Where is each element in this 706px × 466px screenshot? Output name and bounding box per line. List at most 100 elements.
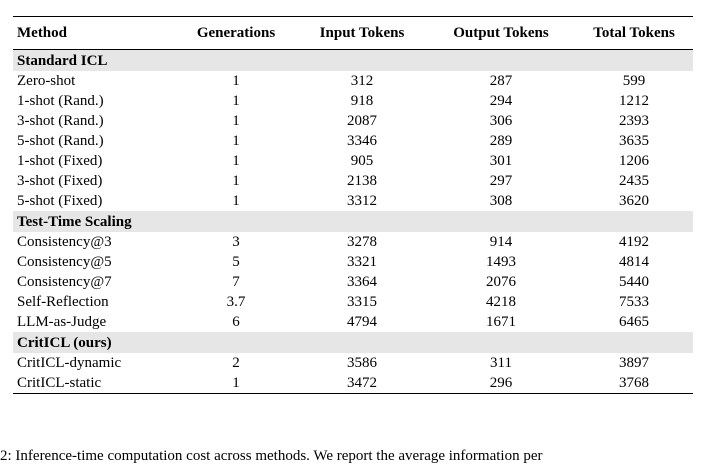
group-title: CritICL (ours) bbox=[13, 332, 693, 353]
table-row: Consistency@3 3 3278 914 4192 bbox=[13, 232, 693, 252]
cell-generations: 1 bbox=[232, 113, 240, 129]
cell-output-tokens: 2076 bbox=[486, 274, 516, 290]
cell-total-tokens: 6465 bbox=[619, 314, 649, 330]
cell-input-tokens: 3315 bbox=[347, 294, 377, 310]
cell-method: 3-shot (Fixed) bbox=[17, 173, 103, 189]
cell-total-tokens: 2393 bbox=[619, 113, 649, 129]
cell-output-tokens: 301 bbox=[489, 153, 513, 169]
cell-input-tokens: 2087 bbox=[347, 113, 377, 129]
table-row: 3-shot (Rand.) 1 2087 306 2393 bbox=[13, 111, 693, 131]
group-title: Test-Time Scaling bbox=[13, 211, 693, 232]
cell-method: CritICL-static bbox=[13, 373, 175, 394]
results-table-container: Method Generations Input Tokens Output T… bbox=[13, 16, 693, 394]
cell-total-tokens: 4814 bbox=[619, 254, 649, 270]
table-row: Zero-shot 1 312 287 599 bbox=[13, 71, 693, 91]
table-row: 5-shot (Fixed) 1 3312 308 3620 bbox=[13, 191, 693, 211]
cell-method: 5-shot (Rand.) bbox=[17, 133, 104, 149]
cell-output-tokens: 306 bbox=[489, 113, 513, 129]
group-header-row: Standard ICL bbox=[13, 49, 693, 71]
header-input-tokens: Input Tokens bbox=[297, 16, 427, 50]
cell-total-tokens: 599 bbox=[622, 73, 646, 89]
table-row: 5-shot (Rand.) 1 3346 289 3635 bbox=[13, 131, 693, 151]
header-output-tokens: Output Tokens bbox=[427, 16, 575, 50]
cell-method: LLM-as-Judge bbox=[17, 314, 107, 330]
cell-generations: 1 bbox=[232, 93, 240, 109]
cell-output-tokens: 4218 bbox=[486, 294, 516, 310]
cell-input-tokens: 3312 bbox=[347, 193, 377, 209]
cell-generations: 7 bbox=[232, 274, 240, 290]
cell-input-tokens: 3321 bbox=[347, 254, 377, 270]
cell-total-tokens: 2435 bbox=[619, 173, 649, 189]
cell-total-tokens: 3768 bbox=[575, 373, 693, 394]
cell-method: Zero-shot bbox=[17, 73, 76, 89]
cell-total-tokens: 1212 bbox=[619, 93, 649, 109]
cell-input-tokens: 4794 bbox=[347, 314, 377, 330]
cell-input-tokens: 918 bbox=[350, 93, 374, 109]
cell-output-tokens: 287 bbox=[489, 73, 513, 89]
cell-output-tokens: 297 bbox=[489, 173, 513, 189]
table-caption: 2: Inference-time computation cost acros… bbox=[0, 448, 543, 464]
cell-method: Consistency@7 bbox=[17, 274, 112, 290]
cell-generations: 3 bbox=[232, 234, 240, 250]
header-total-tokens: Total Tokens bbox=[575, 16, 693, 50]
table-row: CritICL-dynamic 2 3586 311 3897 bbox=[13, 353, 693, 373]
cell-method: 1-shot (Rand.) bbox=[17, 93, 104, 109]
cell-generations: 5 bbox=[232, 254, 240, 270]
cell-output-tokens: 1671 bbox=[486, 314, 516, 330]
cell-generations: 1 bbox=[175, 373, 297, 394]
header-method: Method bbox=[13, 16, 175, 50]
cell-method: 1-shot (Fixed) bbox=[17, 153, 103, 169]
table-row: 1-shot (Rand.) 1 918 294 1212 bbox=[13, 91, 693, 111]
cell-input-tokens: 3586 bbox=[347, 355, 377, 371]
cell-input-tokens: 905 bbox=[350, 153, 374, 169]
cell-input-tokens: 3278 bbox=[347, 234, 377, 250]
group-header-row: CritICL (ours) bbox=[13, 332, 693, 353]
table-row: Consistency@5 5 3321 1493 4814 bbox=[13, 252, 693, 272]
cell-input-tokens: 3346 bbox=[347, 133, 377, 149]
cell-output-tokens: 294 bbox=[489, 93, 513, 109]
cell-method: Consistency@5 bbox=[17, 254, 112, 270]
cell-generations: 1 bbox=[232, 153, 240, 169]
cell-method: 5-shot (Fixed) bbox=[17, 193, 103, 209]
token-cost-table: Method Generations Input Tokens Output T… bbox=[13, 16, 693, 394]
table-row: CritICL-static 1 3472 296 3768 bbox=[13, 373, 693, 394]
cell-input-tokens: 2138 bbox=[347, 173, 377, 189]
cell-method: Self-Reflection bbox=[17, 294, 109, 310]
cell-output-tokens: 1493 bbox=[486, 254, 516, 270]
table-header-row: Method Generations Input Tokens Output T… bbox=[13, 16, 693, 50]
cell-total-tokens: 1206 bbox=[619, 153, 649, 169]
cell-method: 3-shot (Rand.) bbox=[17, 113, 104, 129]
cell-output-tokens: 308 bbox=[489, 193, 513, 209]
cell-generations: 2 bbox=[232, 355, 240, 371]
cell-output-tokens: 311 bbox=[490, 355, 512, 371]
cell-total-tokens: 3620 bbox=[619, 193, 649, 209]
cell-generations: 1 bbox=[232, 193, 240, 209]
cell-total-tokens: 3635 bbox=[619, 133, 649, 149]
table-row: Consistency@7 7 3364 2076 5440 bbox=[13, 272, 693, 292]
group-header-row: Test-Time Scaling bbox=[13, 211, 693, 232]
table-row: 3-shot (Fixed) 1 2138 297 2435 bbox=[13, 171, 693, 191]
cell-generations: 1 bbox=[232, 133, 240, 149]
table-row: 1-shot (Fixed) 1 905 301 1206 bbox=[13, 151, 693, 171]
header-generations: Generations bbox=[175, 16, 297, 50]
cell-generations: 1 bbox=[232, 73, 240, 89]
cell-total-tokens: 4192 bbox=[619, 234, 649, 250]
cell-output-tokens: 914 bbox=[489, 234, 513, 250]
group-title: Standard ICL bbox=[13, 49, 693, 71]
cell-total-tokens: 5440 bbox=[619, 274, 649, 290]
cell-input-tokens: 3472 bbox=[297, 373, 427, 394]
cell-total-tokens: 3897 bbox=[619, 355, 649, 371]
table-body: Standard ICL Zero-shot 1 312 287 599 1-shot (R… bbox=[13, 49, 693, 394]
cell-input-tokens: 3364 bbox=[347, 274, 377, 290]
cell-method: Consistency@3 bbox=[17, 234, 112, 250]
cell-generations: 6 bbox=[232, 314, 240, 330]
cell-total-tokens: 7533 bbox=[619, 294, 649, 310]
cell-generations: 1 bbox=[232, 173, 240, 189]
table-row: Self-Reflection 3.7 3315 4218 7533 bbox=[13, 292, 693, 312]
cell-input-tokens: 312 bbox=[350, 73, 374, 89]
cell-output-tokens: 296 bbox=[427, 373, 575, 394]
cell-method: CritICL-dynamic bbox=[17, 355, 122, 371]
cell-generations: 3.7 bbox=[226, 294, 246, 310]
cell-output-tokens: 289 bbox=[489, 133, 513, 149]
table-row: LLM-as-Judge 6 4794 1671 6465 bbox=[13, 312, 693, 332]
